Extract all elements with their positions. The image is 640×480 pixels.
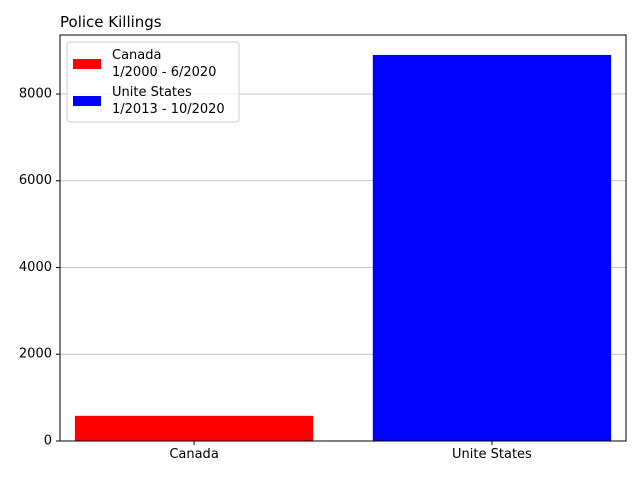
legend-period-canada: 1/2000 - 6/2020: [112, 65, 216, 80]
bar-unite-states: [372, 54, 612, 441]
x-tick-label: Canada: [169, 447, 218, 462]
legend-label-united-states: Unite States: [112, 85, 192, 100]
plot-frame: [59, 34, 627, 442]
chart-title: Police Killings: [60, 13, 162, 31]
y-tick-label: 4000: [19, 260, 52, 275]
x-tick-label: Unite States: [452, 447, 532, 462]
y-tick-label: 0: [44, 434, 52, 449]
legend-period-united-states: 1/2013 - 10/2020: [112, 102, 225, 117]
legend-swatch-canada: [73, 59, 101, 69]
y-tick-label: 6000: [19, 173, 52, 188]
axes: 0 2000 4000 6000 8000 Canada Unite States: [19, 86, 532, 462]
legend-label-canada: Canada: [112, 48, 161, 63]
legend-frame: [66, 41, 240, 123]
bars: [74, 54, 612, 441]
bar-canada: [74, 415, 314, 441]
legend-swatch-united-states: [73, 96, 101, 106]
y-tick-label: 2000: [19, 347, 52, 362]
legend: Canada 1/2000 - 6/2020 Unite States 1/20…: [66, 41, 240, 123]
y-tick-label: 8000: [19, 86, 52, 101]
